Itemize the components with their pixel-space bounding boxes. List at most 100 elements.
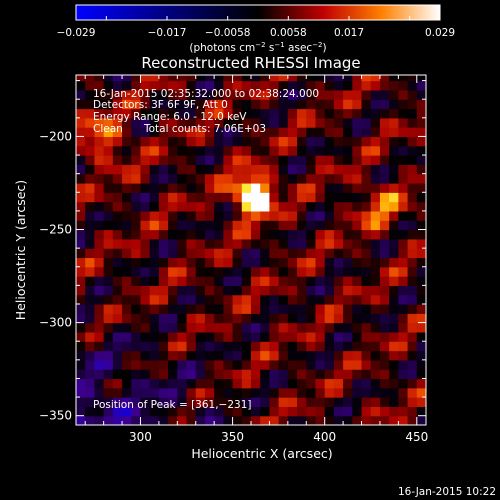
heatmap-cell: [278, 220, 289, 231]
heatmap-cell: [214, 257, 224, 268]
heatmap-cell: [122, 238, 132, 249]
heatmap-cell: [232, 378, 243, 389]
heatmap-cell: [177, 89, 188, 100]
heatmap-cell: [260, 331, 271, 342]
heatmap-cell: [85, 173, 96, 184]
heatmap-cell: [140, 397, 151, 407]
heatmap-cell: [186, 136, 197, 147]
heatmap-cell: [407, 266, 418, 277]
heatmap-cell: [389, 266, 399, 277]
heatmap-cell: [195, 276, 206, 286]
heatmap-cell: [186, 173, 197, 184]
heatmap-cell: [370, 238, 381, 249]
heatmap-cell: [287, 276, 298, 286]
heatmap-cell: [149, 99, 160, 110]
heatmap-cell: [343, 257, 353, 268]
heatmap-cell: [370, 75, 381, 82]
heatmap-cell: [241, 294, 252, 305]
heatmap-cell: [361, 350, 372, 361]
heatmap-cell: [232, 117, 243, 128]
heatmap-cell: [103, 145, 114, 156]
heatmap-cell: [94, 182, 105, 193]
heatmap-cell: [158, 322, 169, 333]
heatmap-cell: [306, 75, 317, 82]
heatmap-cell: [122, 155, 132, 165]
heatmap-cell: [103, 89, 114, 100]
heatmap-cell: [361, 229, 372, 240]
heatmap-cell: [379, 164, 390, 175]
heatmap-cell: [140, 108, 151, 119]
heatmap-cell: [122, 322, 132, 333]
heatmap-cell: [149, 117, 160, 128]
heatmap-cell: [94, 75, 105, 82]
heatmap-cell: [140, 415, 151, 425]
heatmap-cell: [251, 266, 261, 277]
heatmap-cell: [306, 406, 317, 417]
heatmap-cell: [407, 136, 418, 147]
heatmap-cell: [278, 248, 289, 259]
heatmap-cell: [112, 387, 123, 398]
heatmap-cell: [168, 164, 178, 175]
heatmap-cell: [76, 145, 86, 156]
heatmap-cell: [343, 276, 353, 286]
heatmap-cell: [131, 406, 142, 417]
heatmap-cell: [223, 313, 234, 324]
heatmap-cell: [306, 80, 317, 91]
annotation-counts: Total counts: 7.06E+03: [143, 123, 266, 135]
heatmap-cell: [324, 387, 335, 398]
heatmap-cell: [214, 210, 224, 221]
heatmap-cell: [269, 266, 280, 277]
heatmap-cell: [112, 350, 123, 361]
heatmap-cell: [177, 164, 188, 175]
heatmap-cell: [398, 117, 409, 128]
heatmap-cell: [241, 145, 252, 156]
heatmap-cell: [204, 145, 215, 156]
heatmap-cell: [407, 294, 418, 305]
heatmap-cell: [297, 369, 307, 380]
heatmap-cell: [370, 192, 381, 203]
heatmap-cell: [352, 75, 363, 82]
heatmap-cell: [204, 387, 215, 398]
heatmap-cell: [269, 182, 280, 193]
heatmap-cell: [168, 387, 178, 398]
heatmap-cell: [214, 387, 224, 398]
heatmap-cell: [122, 369, 132, 380]
heatmap-cell: [232, 387, 243, 398]
heatmap-cell: [122, 99, 132, 110]
heatmap-cell: [287, 285, 298, 296]
heatmap-cell: [260, 164, 271, 175]
heatmap-cell: [278, 155, 289, 165]
heatmap-cell: [223, 164, 234, 175]
heatmap-cell: [158, 341, 169, 352]
heatmap-cell: [140, 173, 151, 184]
heatmap-cell: [214, 108, 224, 119]
heatmap-cell: [103, 108, 114, 119]
heatmap-cell: [379, 257, 390, 268]
heatmap-cell: [186, 359, 197, 370]
heatmap-cell: [352, 173, 363, 184]
heatmap-cell: [186, 406, 197, 417]
heatmap-cell: [315, 285, 326, 296]
heatmap-cell: [131, 220, 142, 231]
heatmap-cell: [379, 378, 390, 389]
heatmap-cell: [315, 201, 326, 212]
heatmap-cell: [324, 257, 335, 268]
heatmap-cell: [204, 192, 215, 203]
heatmap-cell: [361, 117, 372, 128]
heatmap-cell: [269, 248, 280, 259]
heatmap-cell: [361, 397, 372, 407]
heatmap-cell: [269, 80, 280, 91]
heatmap-cell: [214, 89, 224, 100]
heatmap-cell: [94, 248, 105, 259]
heatmap-cell: [85, 210, 96, 221]
heatmap-cell: [416, 182, 426, 193]
heatmap-cell: [361, 285, 372, 296]
heatmap-cell: [195, 108, 206, 119]
heatmap-cell: [379, 331, 390, 342]
heatmap-cell: [76, 238, 86, 249]
heatmap-cell: [251, 294, 261, 305]
heatmap-cell: [140, 294, 151, 305]
heatmap-cell: [168, 415, 178, 425]
heatmap-cell: [76, 117, 86, 128]
